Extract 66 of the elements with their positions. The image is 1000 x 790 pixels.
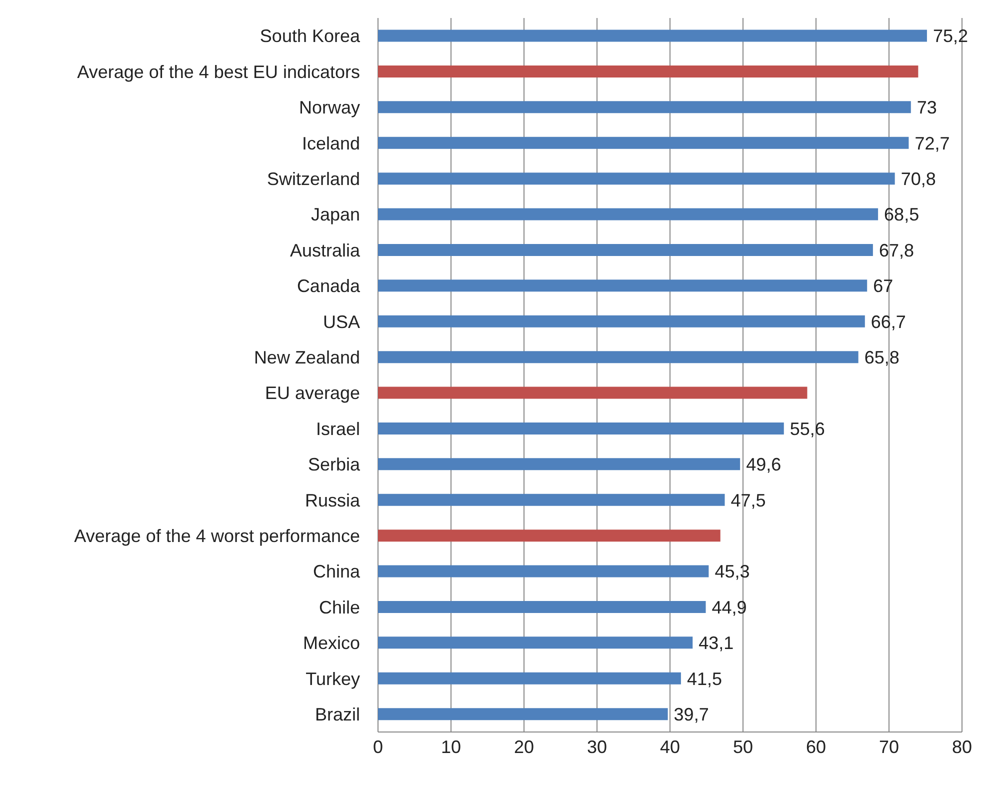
y-tick-label: Iceland <box>302 133 360 154</box>
y-tick-label: New Zealand <box>254 348 360 368</box>
data-label: 66,7 <box>870 312 906 332</box>
bar <box>378 30 927 42</box>
x-tick-label: 40 <box>660 736 680 757</box>
y-tick-label: South Korea <box>260 26 361 46</box>
data-label: 44,9 <box>712 597 747 618</box>
bar <box>378 636 693 649</box>
y-tick-label: Turkey <box>306 668 360 689</box>
y-tick-label: Brazil <box>314 704 360 725</box>
x-tick-label: 30 <box>586 736 608 757</box>
bar <box>378 494 725 506</box>
bar <box>378 65 918 78</box>
bar <box>378 422 784 434</box>
bar <box>378 600 706 613</box>
y-tick-label: Russia <box>304 490 361 510</box>
bar <box>378 708 668 720</box>
bar <box>378 565 709 578</box>
x-tick-label: 50 <box>732 736 754 757</box>
data-label: 49,6 <box>746 454 782 475</box>
data-label: 70,8 <box>900 168 936 189</box>
y-tick-label: Chile <box>318 597 360 618</box>
data-label: 67 <box>873 276 894 296</box>
data-label: 73 <box>916 98 937 118</box>
data-label: 43,1 <box>698 633 734 654</box>
y-tick-label: Norway <box>298 98 360 118</box>
y-tick-label: USA <box>322 312 360 332</box>
data-label: 65,8 <box>864 347 900 368</box>
bar <box>378 280 868 292</box>
y-tick-label: EU average <box>264 383 360 404</box>
bar <box>378 244 873 256</box>
bar <box>378 386 808 399</box>
y-tick-label: Serbia <box>308 454 361 475</box>
bar <box>378 315 865 328</box>
data-label: 41,5 <box>686 668 722 689</box>
bar <box>378 672 681 684</box>
bar <box>378 530 720 542</box>
y-tick-label: Average of the 4 best EU indicators <box>77 62 360 82</box>
data-label: 68,5 <box>884 204 920 225</box>
bar <box>378 136 909 149</box>
x-tick-label: 60 <box>806 736 826 757</box>
bar <box>378 458 740 470</box>
y-tick-label: Israel <box>316 418 360 439</box>
data-label: 55,6 <box>790 418 825 439</box>
y-tick-label: Switzerland <box>266 169 360 190</box>
x-tick-label: 20 <box>514 736 534 757</box>
y-tick-label: Average of the 4 worst performance <box>74 526 360 546</box>
bar <box>378 101 911 114</box>
data-label: 75,2 <box>932 26 968 46</box>
y-tick-label: Japan <box>310 204 360 225</box>
data-label: 67,8 <box>878 240 914 260</box>
data-label: 47,5 <box>730 490 766 510</box>
bar <box>378 208 878 220</box>
x-tick-label: 10 <box>440 736 462 757</box>
x-tick-label: 0 <box>372 736 384 757</box>
y-tick-label: Mexico <box>302 633 360 654</box>
x-tick-label: 80 <box>952 736 972 757</box>
y-tick-label: Canada <box>296 276 361 296</box>
bar <box>378 172 895 185</box>
data-label: 72,7 <box>914 133 950 154</box>
y-tick-label: China <box>312 562 361 582</box>
y-tick-label: Australia <box>290 240 361 260</box>
data-label: 39,7 <box>674 704 709 724</box>
bar <box>378 351 858 364</box>
x-tick-label: 70 <box>878 736 900 757</box>
data-label: 45,3 <box>714 562 750 582</box>
